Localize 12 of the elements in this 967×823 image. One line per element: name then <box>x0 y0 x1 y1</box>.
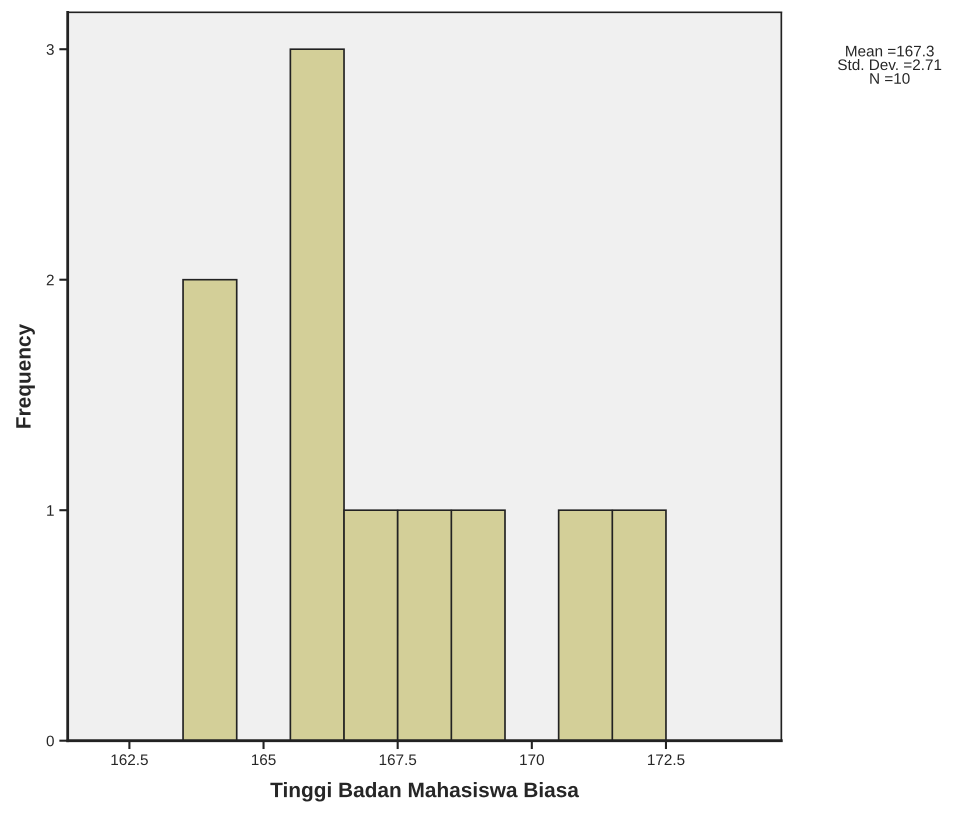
x-tick-label: 172.5 <box>648 754 684 766</box>
y-tick-label: 0 <box>46 736 54 746</box>
x-tick-label: 162.5 <box>111 754 148 766</box>
y-tick-label: 3 <box>46 44 54 55</box>
x-tick-label: 170 <box>520 754 544 766</box>
text: Mean =167.3 Std. Dev. =2.71 N =10 <box>838 46 942 84</box>
x-tick-label: 167.5 <box>380 754 416 766</box>
y-axis-title: Frequency <box>16 324 35 428</box>
y-tick-label: 2 <box>46 274 54 286</box>
x-axis-title: Tinggi Badan Mahasiswa Biasa <box>270 782 580 802</box>
x-tick-label: 165 <box>252 754 276 766</box>
y-tick-label: 1 <box>47 505 54 516</box>
